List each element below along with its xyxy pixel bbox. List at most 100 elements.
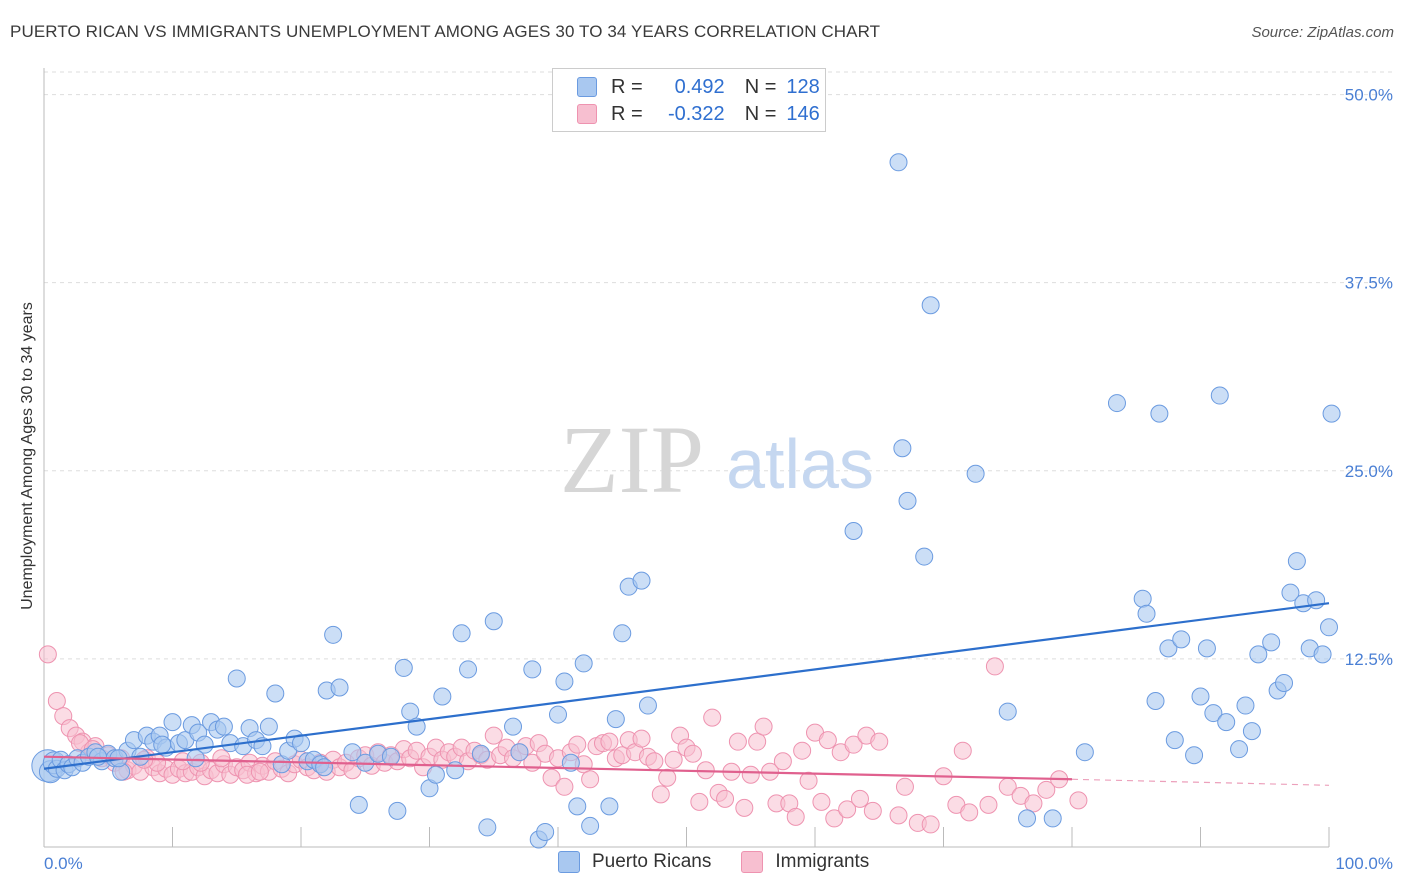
puerto-ricans-point xyxy=(632,571,651,590)
legend-label-puerto-ricans: Puerto Ricans xyxy=(592,851,712,872)
immigrants-point xyxy=(47,692,66,711)
puerto-ricans-point xyxy=(1133,589,1152,608)
puerto-ricans-point xyxy=(921,296,940,315)
immigrants-point xyxy=(953,741,972,760)
immigrants-point xyxy=(741,765,760,784)
immigrants-point xyxy=(38,645,57,664)
grid-lines xyxy=(44,71,1392,660)
immigrants-point xyxy=(581,770,600,789)
puerto-ricans-point xyxy=(349,795,368,814)
immigrants-trend-extension xyxy=(1071,778,1330,786)
series-legend: Puerto Ricans Immigrants xyxy=(558,851,899,873)
puerto-ricans-point xyxy=(613,624,632,643)
y-tick-label: 50.0% xyxy=(1345,86,1393,105)
puerto-ricans-point xyxy=(1043,809,1062,828)
immigrants-point xyxy=(870,732,889,751)
puerto-ricans-point xyxy=(893,439,912,458)
puerto-ricans-point xyxy=(1242,722,1261,741)
immigrants-point xyxy=(690,792,709,811)
immigrants-point xyxy=(844,735,863,754)
immigrants-point xyxy=(1024,794,1043,813)
puerto-ricans-point xyxy=(638,696,657,715)
immigrants-point xyxy=(1069,791,1088,810)
puerto-ricans-point xyxy=(266,684,285,703)
watermark-atlas: atlas xyxy=(726,425,874,503)
immigrants-point xyxy=(754,717,773,736)
immigrants-point xyxy=(818,731,837,750)
puerto-ricans-point xyxy=(324,625,343,644)
puerto-ricans-point xyxy=(1281,583,1300,602)
puerto-ricans-point xyxy=(549,705,567,724)
watermark-zip: ZIP xyxy=(560,406,704,513)
immigrants-point xyxy=(555,777,574,796)
immigrants-point xyxy=(664,750,683,769)
puerto-ricans-point xyxy=(1313,645,1332,664)
puerto-ricans-point xyxy=(523,660,542,679)
immigrants-point xyxy=(651,785,670,804)
immigrants-point xyxy=(850,789,869,808)
immigrants-point xyxy=(748,732,767,751)
puerto-ricans-point xyxy=(153,735,172,754)
legend-row-puerto-ricans: R = 0.492 N = 128 xyxy=(577,75,820,99)
immigrants-point xyxy=(658,768,677,787)
immigrants-point xyxy=(703,708,722,727)
puerto-ricans-point xyxy=(381,747,400,766)
chart-title: PUERTO RICAN VS IMMIGRANTS UNEMPLOYMENT … xyxy=(10,22,881,41)
puerto-ricans-point xyxy=(401,702,420,721)
legend-item-puerto-ricans: Puerto Ricans xyxy=(558,851,711,873)
immigrants-point xyxy=(716,789,735,808)
immigrants-point xyxy=(212,749,231,768)
immigrants-point xyxy=(793,741,812,760)
puerto-ricans-point xyxy=(1204,704,1223,723)
puerto-ricans-point xyxy=(1165,731,1184,750)
immigrants-point xyxy=(568,735,587,754)
puerto-ricans-point xyxy=(1249,645,1268,664)
legend-swatch-pink xyxy=(577,104,597,124)
puerto-ricans-point xyxy=(998,702,1017,721)
puerto-ricans-point xyxy=(1185,746,1204,765)
puerto-ricans-point xyxy=(1275,673,1294,692)
puerto-ricans-point xyxy=(433,687,452,706)
puerto-ricans-point xyxy=(330,678,349,697)
immigrants-point xyxy=(735,798,754,817)
puerto-ricans-point xyxy=(889,153,908,172)
puerto-ricans-point xyxy=(1107,394,1126,413)
immigrants-point xyxy=(979,795,998,814)
source-credit: Source: ZipAtlas.com xyxy=(1251,24,1394,41)
puerto-ricans-point xyxy=(452,624,471,643)
puerto-ricans-point xyxy=(1262,633,1281,652)
watermark: ZIP atlas xyxy=(560,406,874,513)
puerto-ricans-point xyxy=(1191,687,1210,706)
puerto-ricans-point xyxy=(561,753,580,772)
legend-n-label: N = xyxy=(744,102,777,125)
legend-r-value: -0.322 xyxy=(667,102,725,125)
legend-item-immigrants: Immigrants xyxy=(741,851,869,873)
puerto-ricans-point xyxy=(844,521,863,540)
puerto-ricans-point xyxy=(966,464,985,483)
immigrants-point xyxy=(786,807,805,826)
puerto-ricans-point xyxy=(568,797,587,816)
puerto-ricans-point xyxy=(186,749,205,768)
legend-n-value: 146 xyxy=(786,102,820,125)
immigrants-point xyxy=(838,800,857,819)
puerto-ricans-point xyxy=(1210,386,1229,405)
puerto-ricans-point xyxy=(446,761,465,780)
puerto-ricans-point xyxy=(555,672,574,691)
puerto-ricans-point xyxy=(484,612,503,631)
immigrants-point xyxy=(600,732,619,751)
immigrants-point xyxy=(825,809,844,828)
legend-swatch-pink xyxy=(741,851,764,873)
axes xyxy=(43,68,1330,848)
immigrants-point xyxy=(728,732,747,751)
puerto-ricans-point xyxy=(388,801,407,820)
puerto-ricans-point xyxy=(1230,740,1249,759)
puerto-ricans-trend-line xyxy=(43,602,1330,770)
legend-row-immigrants: R = -0.322 N = 146 xyxy=(577,102,820,126)
puerto-ricans-point xyxy=(343,743,362,762)
puerto-ricans-point xyxy=(478,818,497,837)
puerto-ricans-point xyxy=(504,717,523,736)
legend-n-label: N = xyxy=(744,75,777,98)
puerto-ricans-point xyxy=(1146,692,1165,711)
immigrants-point xyxy=(773,752,792,771)
y-tick-label: 25.0% xyxy=(1345,462,1393,481)
